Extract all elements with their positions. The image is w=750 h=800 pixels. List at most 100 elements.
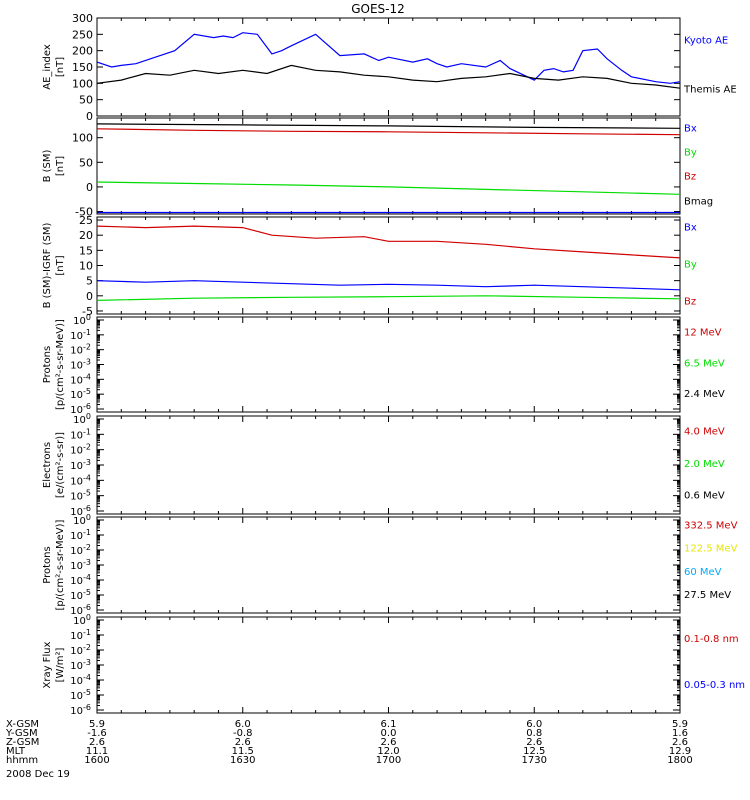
y-tick-label: 10-5: [70, 387, 91, 401]
log-base: 10: [70, 331, 83, 342]
y-axis-label: [W/m²]: [55, 647, 66, 682]
log-base: 10: [73, 316, 86, 327]
series-line-bx: [96, 280, 681, 291]
y-tick-label: 10-4: [70, 573, 91, 587]
x-row-value: 12.9: [669, 746, 691, 757]
legend-entry: Kyoto AE: [684, 36, 728, 47]
log-exponent: -5: [83, 688, 91, 697]
legend-entry: 27.5 MeV: [684, 590, 731, 601]
y-tick-label: 10-4: [70, 372, 91, 386]
panel-3: -5 0 5 10 15 20 25 B (SM)-IGRF (SM) [nT] Bx By Bz: [42, 214, 697, 318]
y-tick-label: 50: [79, 94, 93, 107]
legend-entry: Bx: [684, 223, 697, 234]
log-base: 10: [70, 661, 83, 672]
y-tick-label: -50: [75, 206, 93, 219]
log-base: 10: [70, 375, 83, 386]
y-tick-label: 25: [79, 214, 93, 227]
log-base: 10: [70, 390, 83, 401]
log-exponent: -1: [83, 628, 91, 637]
legend-entry: Bz: [684, 172, 696, 183]
series-line-bz: [96, 128, 681, 136]
y-tick-label: 5: [86, 275, 93, 288]
log-exponent: -2: [83, 643, 91, 652]
log-exponent: 0: [86, 313, 91, 322]
log-exponent: -1: [83, 328, 91, 337]
log-exponent: 0: [86, 613, 91, 622]
x-row-value: 12.0: [377, 746, 399, 757]
y-tick-label: 100: [72, 132, 93, 145]
panel-frame: [96, 616, 681, 714]
series-line-bmag: [96, 123, 681, 129]
legend-entry: 6.5 MeV: [684, 359, 725, 370]
legend-entry: Themis AE: [683, 85, 737, 96]
legend-entry: 2.0 MeV: [684, 459, 725, 470]
y-tick-label: 10-2: [70, 643, 91, 657]
y-axis-label: [nT]: [55, 255, 66, 275]
y-tick-label: 10-1: [70, 427, 91, 441]
y-axis-label: AE_index: [42, 44, 53, 90]
y-tick-label: 250: [72, 28, 93, 41]
y-tick-label: 100: [73, 313, 91, 327]
x-row-value: 2.6: [526, 737, 542, 748]
log-exponent: -4: [83, 573, 91, 582]
x-row-value: 0.8: [526, 728, 542, 739]
log-exponent: -5: [83, 489, 91, 498]
x-row-value: 11.1: [86, 746, 108, 757]
log-base: 10: [70, 691, 83, 702]
panel-frame: [96, 516, 681, 614]
legend-entry: Bmag: [684, 197, 713, 208]
y-axis-label: [p/(cm²-s-sr-MeV)]: [55, 319, 66, 410]
y-axis-label: Xray Flux: [42, 641, 53, 688]
y-tick-label: 10-3: [70, 458, 91, 472]
legend-entry: By: [684, 260, 697, 271]
y-tick-label: 10-3: [70, 558, 91, 572]
y-tick-label: 10-5: [70, 688, 91, 702]
log-exponent: -2: [83, 543, 91, 552]
legend-entry: 122.5 MeV: [684, 544, 738, 555]
x-row-value: 1.6: [672, 728, 688, 739]
x-row-value: 1700: [376, 755, 401, 766]
panel-2: -50 0 50 100 B (SM) [nT] Bx By Bz Bmag: [42, 117, 713, 219]
legend-entry: 60 MeV: [684, 567, 722, 578]
y-tick-label: -5: [82, 305, 93, 318]
x-row-label: Z-GSM: [6, 737, 39, 748]
log-exponent: -4: [83, 372, 91, 381]
log-exponent: -6: [83, 603, 91, 612]
y-axis-label: [e/(cm²-s-sr)]: [55, 432, 66, 498]
log-base: 10: [70, 561, 83, 572]
x-row-value: -0.8: [233, 728, 253, 739]
x-row-value: 5.9: [672, 719, 688, 730]
y-tick-label: 10-1: [70, 528, 91, 542]
y-tick-label: 0: [86, 290, 93, 303]
x-row-label: X-GSM: [6, 719, 39, 730]
log-base: 10: [70, 405, 83, 416]
log-exponent: -3: [83, 558, 91, 567]
x-row-value: 2.6: [235, 737, 251, 748]
y-tick-label: 10-1: [70, 328, 91, 342]
log-base: 10: [73, 516, 86, 527]
log-exponent: -4: [83, 473, 91, 482]
y-tick-label: 10-4: [70, 473, 91, 487]
y-tick-label: 10-4: [70, 673, 91, 687]
log-base: 10: [70, 446, 83, 457]
x-row-label: hhmm: [6, 755, 38, 766]
x-row-value: 6.0: [526, 719, 542, 730]
log-exponent: -3: [83, 358, 91, 367]
log-base: 10: [70, 507, 83, 518]
y-axis-label: B (SM)-IGRF (SM): [42, 223, 53, 309]
log-base: 10: [70, 546, 83, 557]
y-tick-label: 100: [73, 613, 91, 627]
x-row-label: Y-GSM: [5, 728, 38, 739]
log-exponent: -4: [83, 673, 91, 682]
log-base: 10: [70, 591, 83, 602]
y-tick-label: 10: [79, 260, 93, 273]
log-exponent: 0: [86, 412, 91, 421]
x-row-value: -1.6: [87, 728, 107, 739]
x-row-value: 2.6: [89, 737, 105, 748]
y-axis-label: Protons: [42, 346, 53, 383]
legend-entry: 4.0 MeV: [684, 427, 725, 438]
y-tick-label: 10-1: [70, 628, 91, 642]
